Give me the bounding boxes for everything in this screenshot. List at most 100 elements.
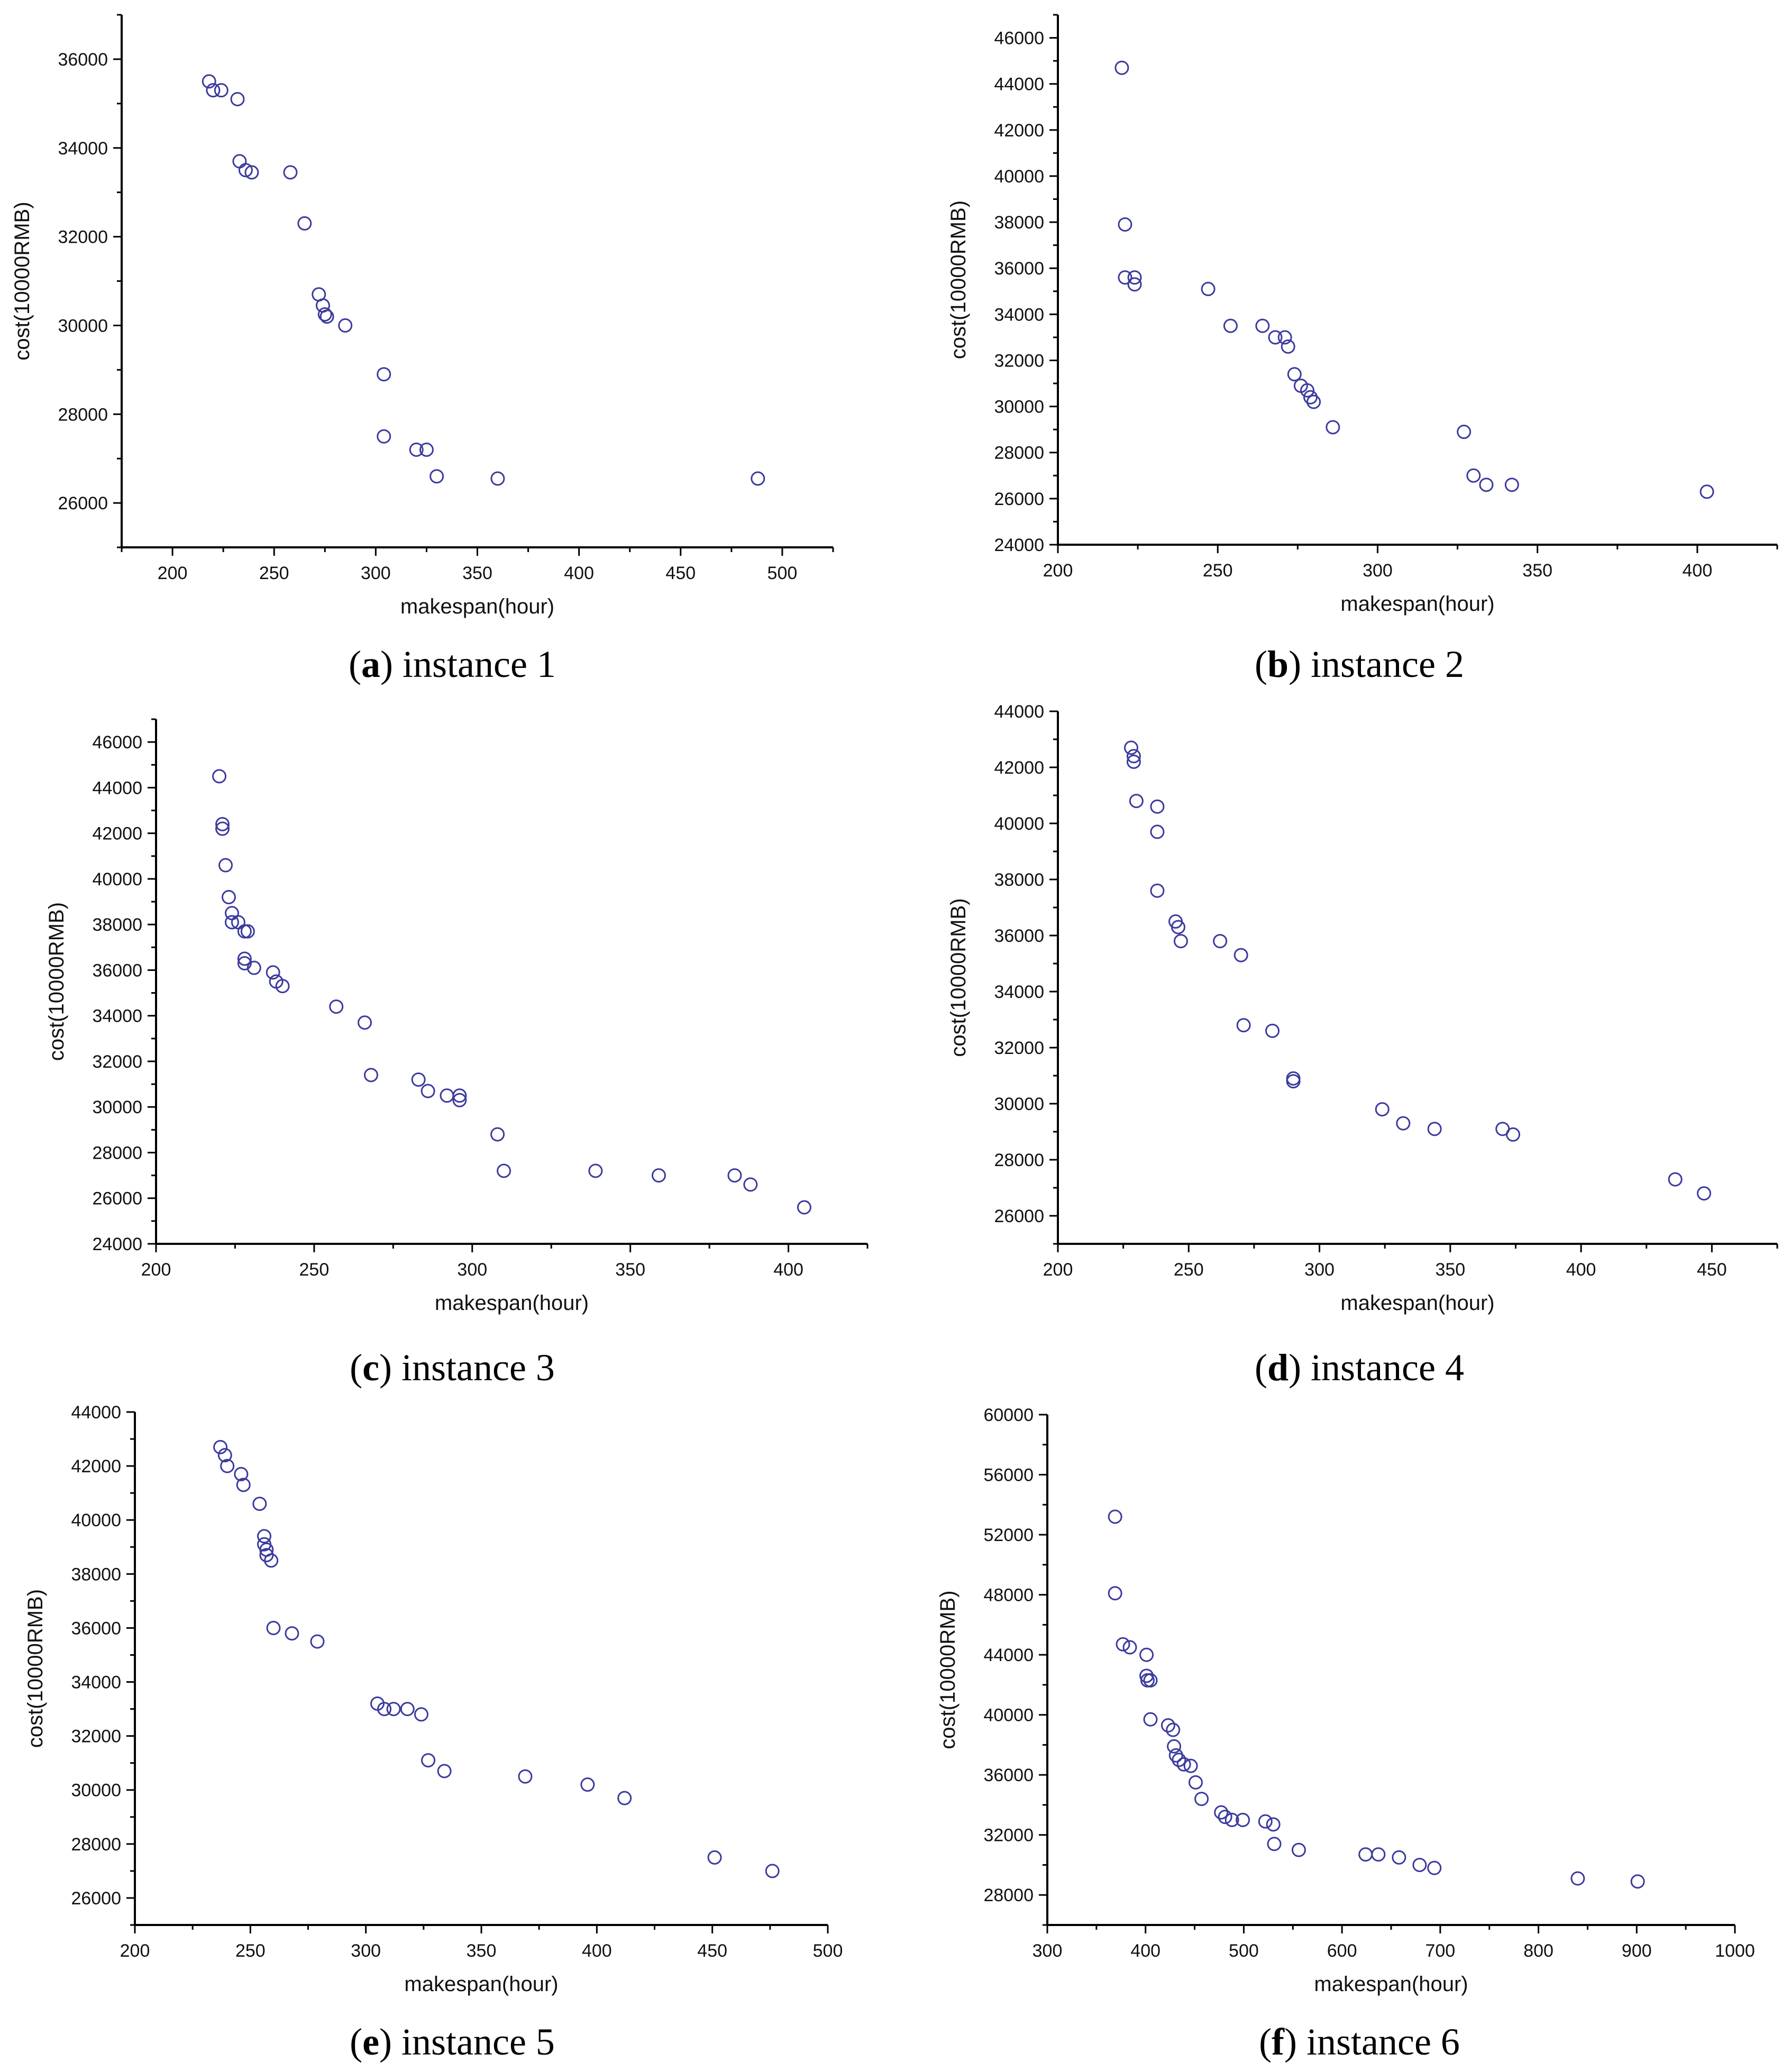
data-point — [1277, 330, 1292, 345]
caption-paren-close: ) — [1284, 2021, 1306, 2063]
x-axis-title: makespan(hour) — [1340, 592, 1494, 616]
y-tick-label: 42000 — [71, 1456, 121, 1477]
x-tick-label: 1000 — [1715, 1941, 1755, 1961]
x-tick-label: 400 — [1683, 561, 1713, 581]
x-tick-label: 250 — [1203, 561, 1233, 581]
data-point — [1108, 1586, 1122, 1601]
data-point — [257, 1529, 272, 1544]
data-point — [338, 318, 353, 333]
x-tick-label: 900 — [1622, 1941, 1652, 1961]
data-point — [1188, 1775, 1203, 1790]
y-tick-label: 28000 — [71, 1835, 121, 1855]
data-point — [1286, 1071, 1301, 1086]
data-point — [213, 1440, 228, 1454]
y-tick-label: 40000 — [983, 1706, 1034, 1726]
caption-paren-open: ( — [1255, 643, 1267, 685]
data-point — [240, 924, 255, 939]
y-tick-label: 44000 — [71, 1402, 121, 1423]
y-tick-label: 34000 — [58, 139, 108, 159]
panel-caption: (c) instance 3 — [350, 1346, 555, 1389]
x-tick-label: 300 — [1363, 561, 1393, 581]
y-tick-label: 32000 — [92, 1052, 142, 1072]
data-point — [1630, 1874, 1645, 1889]
data-point — [1291, 1842, 1306, 1857]
x-tick-label: 300 — [1304, 1260, 1335, 1280]
data-point — [1258, 1814, 1273, 1829]
chart-panel-e: 200 250 300 350 400 450 500 26000 28000 30000 3200… — [24, 1402, 843, 2063]
caption-paren-open: ( — [1259, 2021, 1272, 2063]
x-axis-title: makespan(hour) — [1314, 1973, 1468, 1996]
y-tick-label: 38000 — [71, 1564, 121, 1584]
data-point — [1326, 420, 1340, 435]
data-point — [238, 163, 253, 178]
y-tick-label: 44000 — [983, 1645, 1034, 1665]
y-tick-label: 32000 — [983, 1826, 1034, 1846]
data-point — [329, 999, 344, 1014]
data-point — [1126, 749, 1141, 764]
panel-caption: (b) instance 2 — [1255, 643, 1464, 685]
y-tick-label: 28000 — [994, 1150, 1044, 1170]
data-point — [386, 1702, 401, 1717]
chart-panel-d: 200 250 300 350 400 450 26000 28000 30000 32000 34… — [947, 702, 1778, 1389]
data-point — [202, 74, 216, 89]
data-point — [237, 924, 252, 939]
data-point — [237, 956, 252, 970]
data-point — [497, 1163, 511, 1178]
y-axis-title: cost(10000RMB) — [936, 1590, 960, 1749]
data-point — [411, 1072, 426, 1087]
data-point — [1139, 1647, 1154, 1662]
data-point — [1114, 60, 1129, 75]
data-point — [297, 216, 312, 231]
x-tick-label: 350 — [1435, 1260, 1465, 1280]
data-point — [1504, 478, 1519, 492]
panel-caption: (f) instance 6 — [1259, 2021, 1460, 2063]
y-tick-label: 38000 — [92, 915, 142, 935]
data-point — [215, 817, 230, 831]
y-tick-label: 60000 — [983, 1405, 1034, 1425]
y-tick-label: 34000 — [71, 1673, 121, 1693]
y-axis-title: cost(10000RMB) — [45, 902, 68, 1061]
y-tick-label: 52000 — [983, 1525, 1034, 1545]
y-tick-label: 46000 — [92, 732, 142, 753]
data-point — [1412, 1857, 1427, 1872]
data-point — [217, 1448, 232, 1463]
data-point — [765, 1864, 780, 1878]
data-point — [266, 1620, 281, 1635]
x-tick-label: 600 — [1327, 1941, 1357, 1961]
data-point — [414, 1707, 428, 1722]
x-tick-label: 400 — [773, 1260, 803, 1280]
data-point — [230, 91, 245, 106]
data-point — [1194, 1792, 1209, 1807]
data-point — [707, 1850, 722, 1865]
data-point — [1176, 1757, 1191, 1772]
caption-paren-close: ) — [1289, 1346, 1311, 1389]
panel-caption: (a) instance 1 — [349, 643, 556, 685]
data-point — [1267, 1837, 1282, 1851]
data-point — [409, 442, 424, 457]
x-tick-label: 450 — [665, 563, 696, 583]
data-point — [751, 471, 765, 486]
data-point — [1281, 339, 1295, 354]
data-point — [1118, 217, 1132, 232]
chart-panel-a: 200 250 300 350 400 450 500 26000 28000 30000 3200… — [11, 14, 834, 685]
x-tick-label: 200 — [158, 563, 188, 583]
data-point — [214, 83, 229, 98]
caption-paren-open: ( — [350, 1346, 362, 1389]
x-tick-label: 350 — [615, 1260, 645, 1280]
data-point — [1123, 740, 1138, 755]
data-point — [452, 1093, 467, 1107]
y-tick-label: 40000 — [71, 1510, 121, 1530]
y-tick-label: 44000 — [92, 778, 142, 798]
data-point — [212, 769, 227, 784]
data-point — [1161, 1718, 1175, 1733]
data-point — [1126, 754, 1141, 769]
data-point — [1427, 1860, 1442, 1875]
y-tick-label: 40000 — [994, 167, 1044, 187]
y-tick-label: 32000 — [994, 351, 1044, 371]
y-tick-label: 26000 — [92, 1189, 142, 1209]
data-point — [252, 1497, 267, 1511]
caption-paren-close: ) — [380, 643, 403, 685]
data-point — [1150, 824, 1165, 839]
data-point — [1236, 1812, 1250, 1827]
data-point — [237, 951, 252, 966]
